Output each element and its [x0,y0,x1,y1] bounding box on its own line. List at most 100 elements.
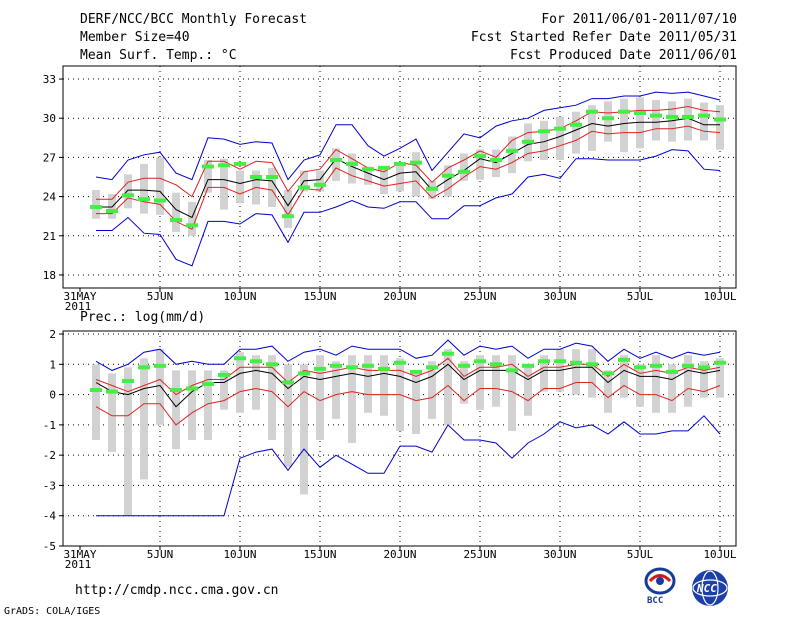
temp-xtick-label: 20JUN [383,290,416,303]
temp-spread-box [140,163,148,214]
temp-marker [266,175,278,179]
temp-marker [314,182,326,187]
temp-marker [234,161,246,166]
prec-marker [410,369,422,374]
prec-marker [650,363,662,368]
prec-marker [698,365,710,370]
prec-marker [682,363,694,368]
prec-marker [426,365,438,370]
prec-marker [330,363,342,368]
temp-marker [570,122,582,127]
temp-spread-box [236,170,244,204]
prec-spread-box [348,355,356,444]
prec-ytick-label: 1 [49,358,56,371]
temp-spread-box [572,111,580,154]
temp-marker [442,173,454,178]
prec-marker [458,363,470,368]
temp-ytick-label: 27 [43,151,56,164]
temp-spread-box [316,170,324,192]
member-size-label: Member Size=40 [80,30,190,45]
prec-spread-box [92,364,100,441]
prec-spread-box [444,349,452,425]
temp-max-line [95,91,721,181]
prec-spread-box [124,367,132,516]
prec-spread-box [684,355,692,407]
prec-upper-line [95,357,721,396]
temp-marker [170,218,182,223]
prec-marker [618,357,630,362]
prec-marker [186,386,198,391]
prec-marker [154,363,166,368]
prec-marker [218,372,230,377]
prec-marker [122,378,134,383]
prec-marker [362,363,374,368]
forecast-period: For 2011/06/01-2011/07/10 [541,12,737,27]
prec-spread-box [588,349,596,398]
temp-spread-box [540,120,548,161]
prec-marker [106,389,118,394]
source-url[interactable]: http://cmdp.ncc.cma.gov.cn [75,583,279,598]
temp-marker [682,114,694,119]
temp-spread-box [332,148,340,181]
temp-marker [666,114,678,119]
temp-marker [506,148,518,153]
prec-spread-box [316,355,324,441]
prec-ytick-label: 2 [49,328,56,341]
prec-spread-box [380,355,388,416]
prec-marker [570,360,582,365]
temp-ytick-label: 33 [43,73,56,86]
temp-marker [122,193,134,198]
prec-ytick-label: 0 [49,389,56,402]
prec-spread-box [364,355,372,413]
prec-marker [474,359,486,364]
temp-xtick-label: 10JUN [223,290,256,303]
temp-marker [538,129,550,134]
prec-max-line [95,339,721,371]
prec-marker [298,371,310,376]
prec-xtick-label: 10JUN [223,548,256,561]
temp-marker [554,126,566,131]
prec-xtick-label: 31MAY [63,548,96,561]
temp-spread-box [588,105,596,151]
temp-spread-box [652,99,660,141]
temp-marker [186,223,198,228]
temp-spread-box [172,192,180,232]
prec-spread-box [108,373,116,453]
temp-marker [426,186,438,191]
temp-marker [410,160,422,165]
prec-marker [554,359,566,364]
prec-spread-box [156,349,164,425]
prec-xtick-label: 25JUN [463,548,496,561]
temp-spread-box [348,153,356,184]
temp-marker [218,163,230,168]
temp-spread-box [460,153,468,181]
prec-marker [714,360,726,365]
temp-spread-box [668,101,676,142]
temp-spread-box [396,163,404,192]
temp-marker [618,109,630,114]
temp-marker [362,167,374,172]
prec-spread-box [220,370,228,410]
temp-marker [346,161,358,166]
prec-spread-box [460,361,468,404]
temp-spread-box [412,152,420,197]
prec-spread-box [332,361,340,419]
temp-spread-box [268,167,276,208]
prec-spread-box [572,349,580,395]
temp-ytick-label: 30 [43,112,56,125]
prec-marker [202,381,214,386]
temp-spread-box [636,97,644,149]
temp-spread-box [156,157,164,215]
prec-spread-box [188,370,196,441]
temp-marker [522,139,534,144]
temp-spread-box [284,190,292,228]
prec-ytick-label: -4 [43,510,57,523]
temp-marker [154,198,166,203]
prec-spread-box [268,355,276,441]
prec-marker [666,369,678,374]
bcc-logo: BCC [640,566,684,606]
prec-xtick-label: 10JUL [703,548,736,561]
temp-spread-box [684,98,692,141]
prec-spread-box [476,355,484,410]
